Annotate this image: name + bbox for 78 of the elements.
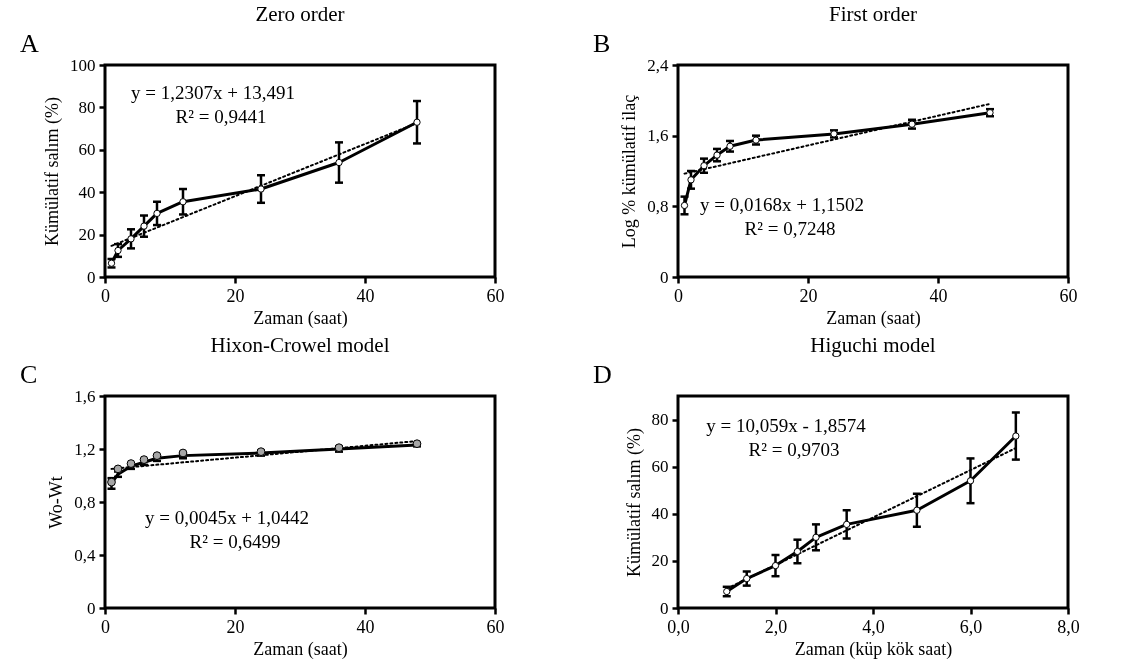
x-axis-title: Zaman (küp kök saat): [794, 638, 953, 660]
x-axis-title: Zaman (saat): [253, 638, 348, 660]
point: [793, 547, 802, 556]
annotation: y = 0,0168x + 1,1502: [700, 194, 864, 215]
text: B: [593, 29, 611, 58]
x-tick-label: 0,0: [667, 616, 690, 637]
chart-title: First order: [828, 2, 918, 26]
y-axis-title: Wo-Wt: [46, 476, 67, 529]
point: [812, 533, 820, 541]
y-tick-label: 1,6: [74, 386, 96, 406]
y-axis-title: Kümülatif salım (%): [623, 428, 645, 577]
y-tick-label: 0: [87, 598, 96, 618]
point: [127, 235, 135, 243]
x-tick-label: 8,0: [1057, 616, 1080, 637]
annotation: R² = 0,6499: [189, 531, 281, 552]
chart-title: Zero order: [255, 2, 345, 26]
y-tick-label: 100: [70, 55, 96, 75]
x-tick-label: 60: [486, 285, 505, 306]
x-tick-label: 20: [799, 285, 818, 306]
point: [966, 477, 975, 485]
annotation: y = 0,0045x + 1,0442: [145, 507, 309, 528]
y-tick-label: 40: [651, 504, 669, 524]
x-tick-label: 40: [356, 285, 375, 306]
annotation: R² = 0,9441: [175, 106, 267, 127]
y-tick-label: 0: [87, 267, 96, 287]
point: [179, 198, 187, 206]
y-tick-label: 1,6: [647, 126, 669, 146]
point: [687, 176, 695, 184]
x-tick-label: 0: [674, 285, 683, 306]
y-tick-label: 20: [78, 225, 96, 245]
chart-title: Higuchi model: [810, 333, 936, 357]
x-tick-label: 2,0: [764, 616, 788, 637]
y-tick-label: 0: [660, 598, 669, 618]
x-tick-label: 60: [486, 616, 505, 637]
point: [335, 158, 343, 167]
point: [913, 506, 921, 514]
text: D: [593, 360, 612, 389]
x-tick-label: 40: [356, 616, 375, 637]
x-tick-label: 4,0: [862, 616, 885, 637]
point: [153, 209, 161, 218]
x-tick-label: 20: [226, 616, 245, 637]
point: [413, 118, 421, 126]
y-tick-label: 0,8: [647, 196, 669, 216]
y-tick-label: 80: [78, 97, 96, 117]
y-tick-label: 60: [651, 457, 669, 477]
y-tick-label: 2,4: [647, 55, 669, 75]
point: [1012, 432, 1020, 440]
text: C: [20, 360, 38, 389]
x-tick-label: 20: [226, 285, 245, 306]
y-axis-title: Kümülatif salım (%): [42, 97, 63, 246]
y-tick-label: 80: [651, 410, 669, 430]
x-tick-label: 40: [929, 285, 948, 306]
x-tick-label: 6,0: [959, 616, 983, 637]
annotation: y = 1,2307x + 13,491: [131, 82, 295, 103]
x-axis-title: Zaman (saat): [826, 307, 921, 329]
point: [257, 185, 265, 193]
x-axis-title: Zaman (saat): [253, 307, 348, 329]
point: [771, 561, 780, 570]
point: [700, 162, 708, 170]
y-tick-label: 40: [78, 182, 96, 202]
point: [843, 520, 851, 529]
annotation: R² = 0,7248: [744, 218, 836, 239]
y-tick-label: 0: [660, 267, 669, 287]
annotation: R² = 0,9703: [748, 439, 840, 460]
y-tick-label: 0,8: [74, 492, 96, 512]
y-tick-label: 20: [651, 551, 669, 571]
annotation: y = 10,059x - 1,8574: [706, 415, 867, 436]
text: A: [20, 29, 39, 58]
x-tick-label: 0: [101, 616, 110, 637]
y-tick-label: 60: [78, 140, 96, 160]
point: [140, 222, 148, 230]
y-tick-label: 0,4: [74, 545, 96, 565]
y-tick-label: 1,2: [74, 439, 96, 459]
chart-title: Hixon-Crowel model: [210, 333, 390, 357]
x-tick-label: 0: [101, 285, 110, 306]
x-tick-label: 60: [1059, 285, 1078, 306]
y-axis-title: Log % kümülatif ilaç: [619, 94, 640, 249]
point: [680, 201, 689, 210]
